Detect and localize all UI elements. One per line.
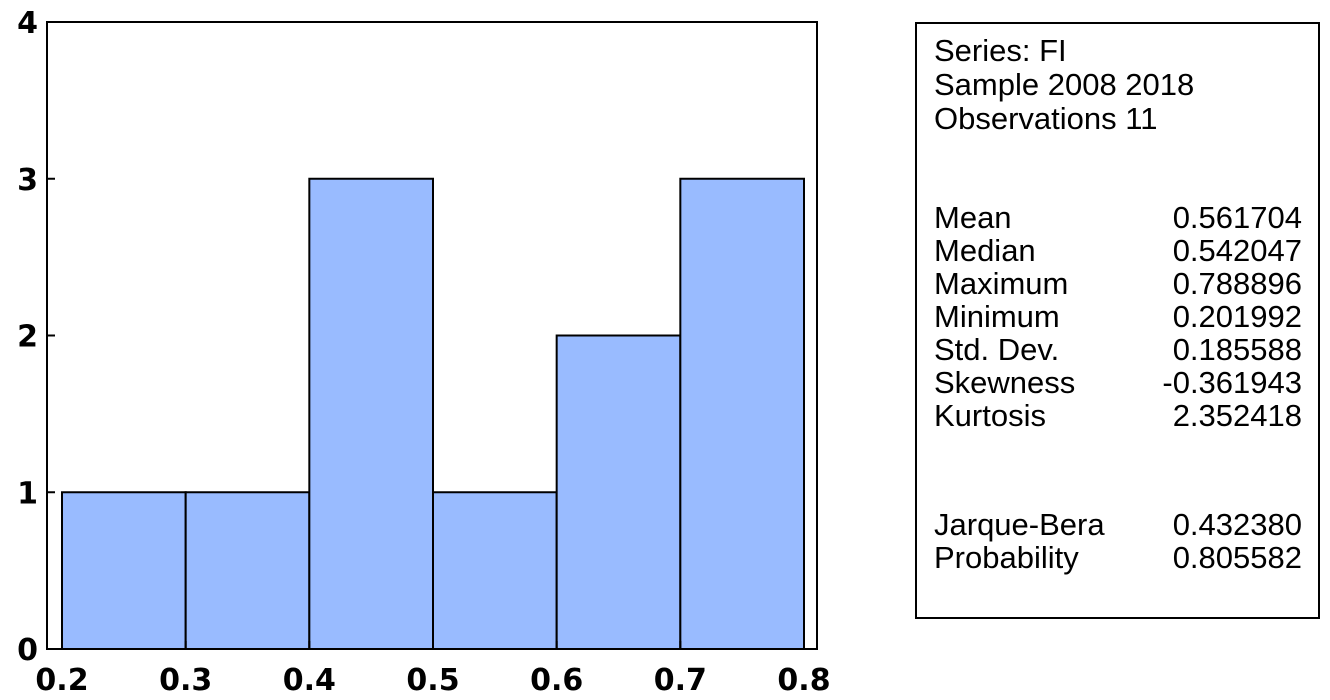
stat-row-maximum: Maximum 0.788896 <box>934 267 1302 301</box>
x-tick-label: 0.6 <box>530 663 583 698</box>
stat-row-jarque-bera: Jarque-Bera 0.432380 <box>934 508 1302 542</box>
stat-value: 2.352418 <box>1172 398 1302 433</box>
histogram-bar-4 <box>555 334 682 650</box>
stat-row-mean: Mean 0.561704 <box>934 201 1302 235</box>
stat-value: 0.201992 <box>1172 299 1302 334</box>
x-tick-label: 0.2 <box>35 663 88 698</box>
stat-row-skewness: Skewness -0.361943 <box>934 366 1302 400</box>
stat-value: 0.185588 <box>1172 332 1302 367</box>
y-axis: 0 1 2 3 4 <box>17 6 55 668</box>
x-tick-label: 0.7 <box>654 663 707 698</box>
stat-value: 0.788896 <box>1172 266 1302 301</box>
y-tick-label: 0 <box>17 633 38 668</box>
stat-label: Median <box>934 233 1036 268</box>
histogram-bar-0 <box>61 491 187 650</box>
x-axis: 0.2 0.3 0.4 0.5 0.6 0.7 0.8 <box>35 641 831 698</box>
stat-label: Std. Dev. <box>934 332 1060 367</box>
x-tick-label: 0.8 <box>777 663 830 698</box>
stat-row-kurtosis: Kurtosis 2.352418 <box>934 399 1302 433</box>
histogram-chart: 0 1 2 3 4 0.2 0.3 0.4 0.5 0.6 0.7 0.8 <box>17 6 831 698</box>
histogram-bar-2 <box>308 177 435 650</box>
stat-label: Jarque-Bera <box>934 507 1105 542</box>
stat-label: Skewness <box>934 365 1076 400</box>
stat-value: 0.542047 <box>1172 233 1302 268</box>
x-tick-label: 0.5 <box>406 663 459 698</box>
y-tick-label: 1 <box>17 476 38 511</box>
y-tick-label: 2 <box>17 320 38 355</box>
bars-layer <box>61 177 805 650</box>
observations-label: Observations 11 <box>934 101 1158 136</box>
x-tick-label: 0.4 <box>283 663 336 698</box>
stat-value: 0.805582 <box>1172 540 1302 575</box>
series-label: Series: FI <box>934 33 1067 68</box>
histogram-bar-1 <box>184 491 311 650</box>
stat-label: Mean <box>934 200 1012 235</box>
sample-label: Sample 2008 2018 <box>934 67 1195 102</box>
histogram-bar-5 <box>679 177 805 650</box>
y-tick-label: 4 <box>17 6 38 41</box>
stat-value: 0.561704 <box>1172 200 1302 235</box>
stat-label: Minimum <box>934 299 1060 334</box>
stat-row-median: Median 0.542047 <box>934 234 1302 268</box>
stat-label: Maximum <box>934 266 1069 301</box>
x-tick-label: 0.3 <box>159 663 212 698</box>
stat-label: Kurtosis <box>934 398 1046 433</box>
stat-row-minimum: Minimum 0.201992 <box>934 300 1302 334</box>
stat-value: -0.361943 <box>1162 365 1302 400</box>
stat-label: Probability <box>934 540 1079 575</box>
stat-row-std-dev: Std. Dev. 0.185588 <box>934 333 1302 367</box>
statistics-panel: Series: FI Sample 2008 2018 Observations… <box>915 22 1320 619</box>
histogram-bar-3 <box>432 491 558 650</box>
y-tick-label: 3 <box>17 163 38 198</box>
stat-row-probability: Probability 0.805582 <box>934 541 1302 575</box>
stat-value: 0.432380 <box>1172 507 1302 542</box>
